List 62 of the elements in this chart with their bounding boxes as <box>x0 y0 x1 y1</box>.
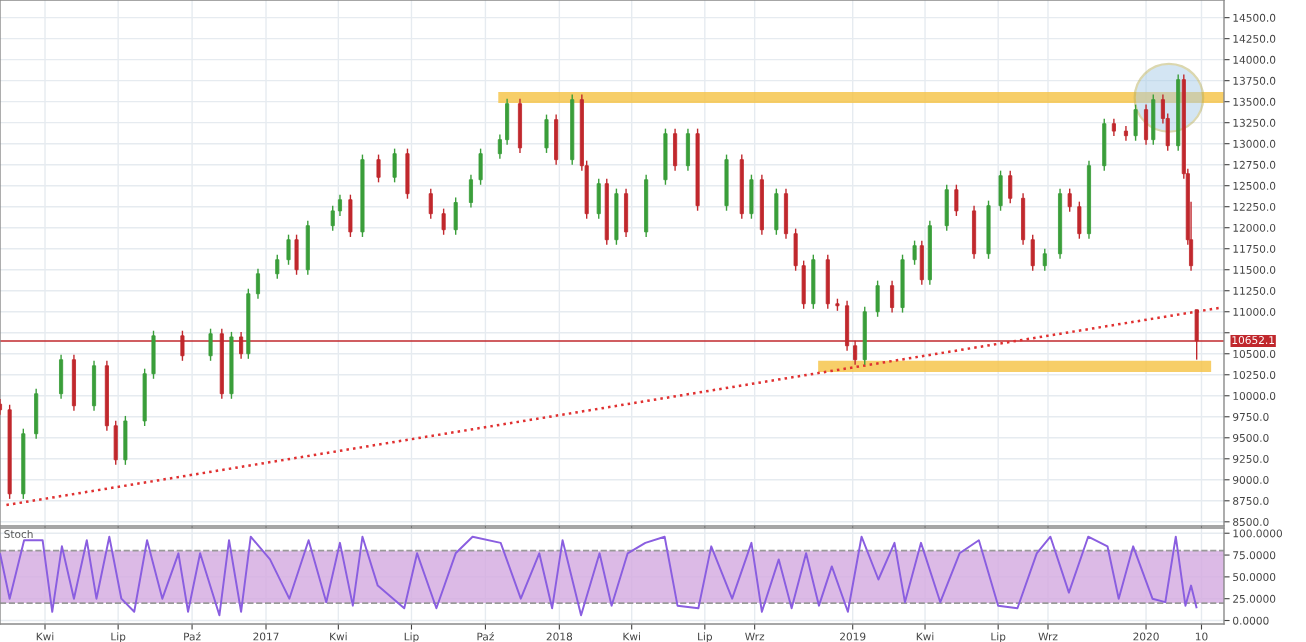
candlestick <box>1151 93 1156 146</box>
candlestick <box>1133 103 1138 142</box>
candlestick <box>724 153 729 212</box>
candlestick <box>348 193 353 238</box>
candlestick <box>376 153 381 184</box>
candlestick <box>34 388 39 440</box>
candlestick <box>944 183 949 232</box>
candlestick <box>1042 248 1047 272</box>
candlestick <box>1030 233 1035 272</box>
candlestick <box>1144 103 1149 146</box>
candlestick <box>255 268 261 300</box>
candlestick <box>1008 169 1013 205</box>
candlestick <box>286 233 291 266</box>
candlestick <box>673 127 678 172</box>
candlestick <box>123 415 128 466</box>
candlestick <box>972 205 977 260</box>
candlestick <box>900 253 905 314</box>
candlestick <box>663 127 668 186</box>
candlestick <box>113 420 118 466</box>
candlestick <box>862 305 867 366</box>
candlestick <box>624 187 629 238</box>
candlestick <box>1123 125 1128 142</box>
candlestick <box>685 127 690 172</box>
candlestick <box>208 328 213 362</box>
candlestick <box>825 253 830 310</box>
candlestick <box>92 360 97 412</box>
candlestick <box>774 187 779 236</box>
candlestick <box>544 113 549 154</box>
candlestick <box>275 253 280 280</box>
candlestick <box>554 113 559 166</box>
candlestick <box>468 173 473 209</box>
candlestick <box>142 368 147 427</box>
candlestick <box>517 97 523 154</box>
candlestick <box>453 196 458 236</box>
candlestick <box>912 239 917 266</box>
candlestick <box>811 253 816 310</box>
candlestick <box>749 173 754 220</box>
candlestick <box>330 205 335 232</box>
candlestick <box>875 279 880 318</box>
candlestick <box>151 330 156 380</box>
candlestick <box>998 169 1003 212</box>
candlestick <box>441 207 446 236</box>
candlestick <box>596 177 601 220</box>
candlestick <box>783 187 789 240</box>
candlestick <box>890 279 895 314</box>
candlestick <box>1077 200 1082 240</box>
candlestick <box>392 147 397 184</box>
candlestick <box>294 233 299 276</box>
candlestick <box>478 147 483 186</box>
candlestick <box>1021 192 1026 246</box>
candlestick <box>59 353 64 400</box>
line-series <box>0 535 1198 617</box>
candlestick <box>305 219 310 276</box>
candlestick <box>1067 187 1072 213</box>
candlestick <box>954 183 959 217</box>
candlestick <box>614 187 619 246</box>
candlestick <box>428 187 433 220</box>
candlestick <box>505 97 510 146</box>
candlestick <box>405 147 410 200</box>
candlestick <box>71 353 76 412</box>
candlestick <box>919 239 924 286</box>
candlestick <box>1102 117 1107 172</box>
